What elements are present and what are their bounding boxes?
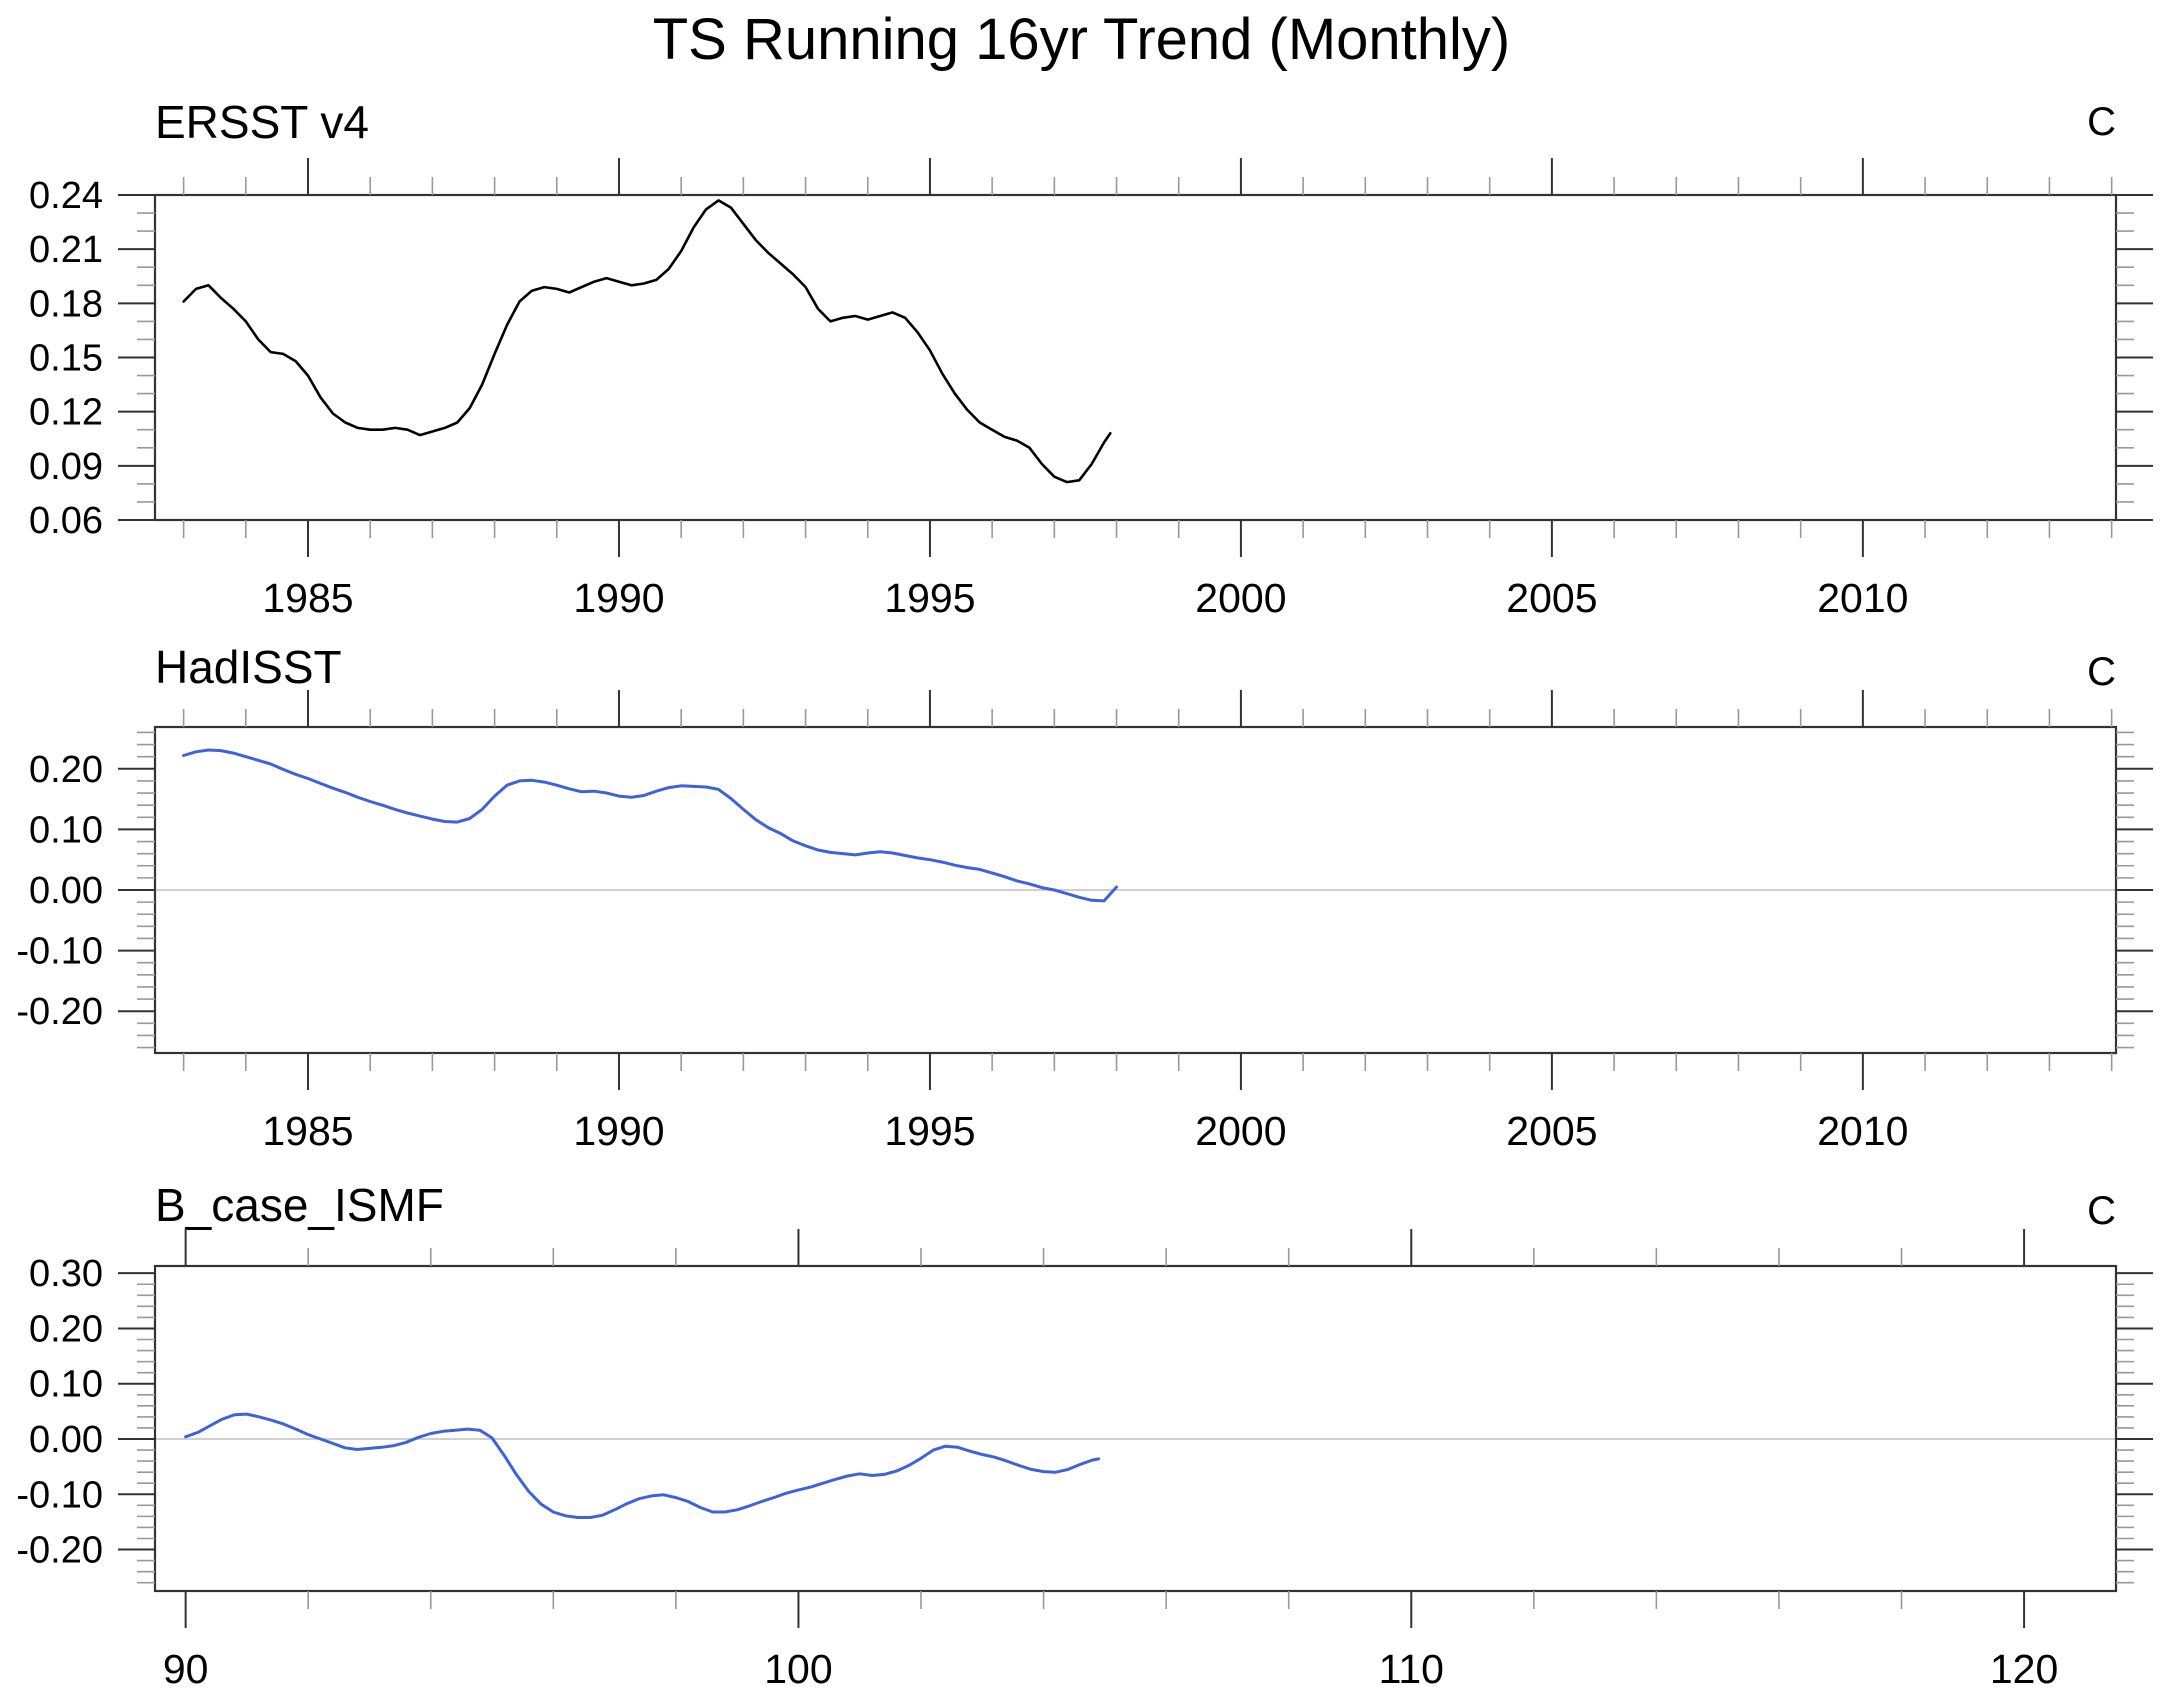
panel-title-hadisst: HadISST xyxy=(155,641,342,693)
y-tick-label: 0.20 xyxy=(29,1308,103,1350)
x-tick-label: 2000 xyxy=(1195,1108,1286,1154)
panel-unit-hadisst: C xyxy=(2087,650,2116,694)
plot-frame xyxy=(153,193,2118,522)
y-tick-label: 0.21 xyxy=(29,229,103,271)
panel-title-b-case-ismf: B_case_ISMF xyxy=(155,1179,444,1231)
panel-3: 90 100 110 120 -0.20 -0.10 0.00 0.10 0.20 0.30 xyxy=(16,1229,2153,1692)
x-tick-label: 1990 xyxy=(573,575,664,621)
x-tick-label: 100 xyxy=(764,1646,832,1692)
plot-frame xyxy=(153,1264,2118,1593)
panel-1: 1985 1990 1995 2000 2005 2010 0.06 0.09 0.12 0.15… xyxy=(29,158,2153,621)
x-tick-label: 2005 xyxy=(1506,1108,1597,1154)
x-tick-label: 120 xyxy=(1990,1646,2058,1692)
chart-title: TS Running 16yr Trend (Monthly) xyxy=(652,7,1511,72)
panel-unit-b-case-ismf: C xyxy=(2087,1189,2116,1233)
y-tick-label: -0.20 xyxy=(16,991,103,1033)
y-tick-label: 0.09 xyxy=(29,446,103,488)
y-tick-label: 0.24 xyxy=(29,175,103,217)
y-tick-label: 0.10 xyxy=(29,1364,103,1406)
y-tick-label: 0.18 xyxy=(29,283,103,325)
y-tick-label: 0.10 xyxy=(29,809,103,851)
y-tick-label: 0.15 xyxy=(29,338,103,380)
x-tick-label: 2005 xyxy=(1506,575,1597,621)
x-tick-label: 90 xyxy=(163,1646,209,1692)
panel-title-ersst-v4: ERSST v4 xyxy=(155,96,369,148)
trend-line-ersst-v4 xyxy=(182,199,1112,484)
x-tick-label: 1985 xyxy=(262,575,353,621)
x-tick-label: 2010 xyxy=(1817,1108,1908,1154)
y-tick-label: 0.00 xyxy=(29,1419,103,1461)
y-tick-label: 0.12 xyxy=(29,392,103,434)
y-tick-label: 0.06 xyxy=(29,500,103,542)
panel-unit-ersst-v4: C xyxy=(2087,100,2116,144)
x-tick-label: 1985 xyxy=(262,1108,353,1154)
y-tick-label: 0.30 xyxy=(29,1253,103,1295)
x-tick-label: 1995 xyxy=(884,575,975,621)
y-tick-label: 0.00 xyxy=(29,870,103,912)
y-tick-label: -0.10 xyxy=(16,1474,103,1516)
y-tick-label: -0.10 xyxy=(16,931,103,973)
trend-line-hadisst xyxy=(182,748,1118,903)
y-tick-label: 0.20 xyxy=(29,749,103,791)
panel-2: 1985 1990 1995 2000 2005 2010 -0.20 -0.10 0.00 0.… xyxy=(16,690,2153,1154)
x-tick-label: 2010 xyxy=(1817,575,1908,621)
x-tick-label: 2000 xyxy=(1195,575,1286,621)
x-tick-label: 1990 xyxy=(573,1108,664,1154)
x-tick-label: 1995 xyxy=(884,1108,975,1154)
y-tick-label: -0.20 xyxy=(16,1530,103,1572)
x-tick-label: 110 xyxy=(1379,1646,1444,1692)
trend-line-b-case-ismf xyxy=(184,1412,1101,1519)
